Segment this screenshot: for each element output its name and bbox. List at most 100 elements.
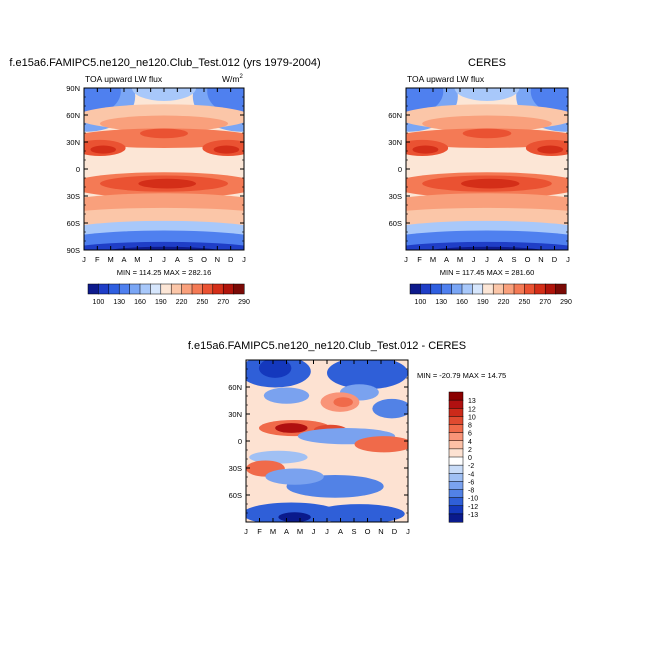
colorbar-swatch — [181, 283, 193, 295]
colorbar-label: 6 — [468, 431, 472, 438]
colorbar-label: 2 — [468, 447, 472, 454]
colorbar-swatch — [534, 283, 546, 295]
colorbar-swatch — [448, 481, 464, 491]
x-tick-label: F — [417, 255, 422, 264]
panel-model-variable: TOA upward LW flux — [85, 74, 163, 84]
colorbar-swatch — [409, 283, 421, 295]
x-tick-label: J — [244, 527, 248, 536]
y-tick-label: 30N — [66, 138, 80, 147]
colorbar-swatch — [191, 283, 203, 295]
x-tick-label: M — [297, 527, 303, 536]
panel-model: f.e15a6.FAMIPC5.ne120_ne120.Club_Test.01… — [9, 57, 320, 306]
x-tick-label: J — [242, 255, 246, 264]
panel-ceres-title: CERES — [468, 57, 506, 69]
x-tick-label: J — [162, 255, 166, 264]
panel-difference-title: f.e15a6.FAMIPC5.ne120_ne120.Club_Test.01… — [188, 340, 466, 352]
x-tick-label: N — [378, 527, 383, 536]
field-contour — [258, 360, 292, 378]
field-contour — [327, 360, 408, 390]
x-tick-label: A — [338, 527, 343, 536]
colorbar-label: 13 — [468, 398, 476, 405]
colorbar-swatch — [448, 416, 464, 426]
colorbar-label: -2 — [468, 463, 474, 470]
y-tick-label: 60N — [228, 383, 242, 392]
colorbar-label: 130 — [435, 299, 447, 306]
x-tick-label: J — [566, 255, 570, 264]
x-tick-label: O — [525, 255, 531, 264]
x-tick-label: M — [134, 255, 140, 264]
colorbar-label: -12 — [468, 504, 478, 511]
field-contour — [278, 512, 311, 522]
x-tick-label: D — [228, 255, 234, 264]
x-tick-label: J — [472, 255, 476, 264]
panel-model-colorbar: 100 130 160 190 220 250 270 290 — [87, 283, 250, 306]
colorbar-swatch — [118, 283, 131, 295]
x-tick-label: A — [175, 255, 180, 264]
colorbar-swatch — [524, 283, 536, 295]
x-tick-label: S — [351, 527, 356, 536]
x-tick-label: J — [325, 527, 329, 536]
colorbar-swatch — [420, 283, 432, 295]
x-tick-label: M — [270, 527, 276, 536]
y-tick-label: 90S — [67, 246, 80, 255]
x-tick-label: O — [365, 527, 371, 536]
y-tick-label: 30S — [229, 464, 242, 473]
colorbar-swatch — [448, 448, 464, 458]
field-contour — [90, 145, 116, 154]
colorbar-label: 190 — [477, 299, 489, 306]
colorbar-swatch — [430, 283, 442, 295]
colorbar-label: 220 — [498, 299, 510, 306]
field-contour — [263, 387, 310, 404]
field-contour — [100, 115, 228, 132]
panel-model-units-text: W/m — [222, 74, 239, 84]
field-contour — [246, 502, 340, 522]
field-contour — [249, 450, 308, 464]
colorbar-swatch — [87, 283, 99, 295]
colorbar-swatch — [440, 283, 453, 295]
panel-model-stats: MIN = 114.25 MAX = 282.16 — [117, 268, 212, 277]
field-contour — [265, 468, 324, 485]
x-tick-label: M — [457, 255, 463, 264]
colorbar-swatch — [448, 489, 464, 499]
x-tick-label: D — [552, 255, 558, 264]
field-contour — [314, 504, 405, 522]
colorbar-swatch — [472, 283, 484, 295]
colorbar-swatch — [202, 283, 214, 295]
colorbar-label: -6 — [468, 479, 474, 486]
colorbar-swatch — [129, 283, 141, 295]
colorbar-swatch — [448, 440, 464, 450]
x-tick-label: A — [444, 255, 449, 264]
panel-difference-field — [246, 360, 408, 522]
colorbar-swatch — [108, 283, 120, 295]
panel-difference: f.e15a6.FAMIPC5.ne120_ne120.Club_Test.01… — [188, 340, 506, 536]
y-tick-label: 60S — [67, 219, 80, 228]
colorbar-swatch — [170, 283, 183, 295]
field-contour — [422, 115, 552, 132]
y-tick-label: 30N — [228, 410, 242, 419]
colorbar-swatch — [98, 283, 110, 295]
colorbar-swatch — [448, 391, 464, 401]
colorbar-swatch — [139, 283, 151, 295]
x-tick-label: O — [201, 255, 207, 264]
x-tick-label: N — [215, 255, 220, 264]
y-tick-label: 60S — [229, 491, 242, 500]
colorbar-swatch — [492, 283, 505, 295]
colorbar-swatch — [513, 283, 525, 295]
colorbar-swatch — [448, 424, 464, 434]
colorbar-label: -10 — [468, 496, 478, 503]
y-tick-label: 60N — [388, 111, 402, 120]
field-contour — [354, 436, 408, 453]
panel-ceres-variable: TOA upward LW flux — [407, 74, 485, 84]
colorbar-label: 250 — [197, 299, 209, 306]
colorbar-label: 190 — [155, 299, 167, 306]
y-tick-label: 60S — [389, 219, 402, 228]
x-tick-label: A — [498, 255, 503, 264]
x-tick-label: F — [257, 527, 262, 536]
field-contour — [462, 128, 512, 139]
colorbar-label: 160 — [134, 299, 146, 306]
x-tick-label: M — [430, 255, 436, 264]
panel-ceres: CERES TOA upward LW flux J F M A M J J A S O N D J60… — [388, 57, 572, 306]
